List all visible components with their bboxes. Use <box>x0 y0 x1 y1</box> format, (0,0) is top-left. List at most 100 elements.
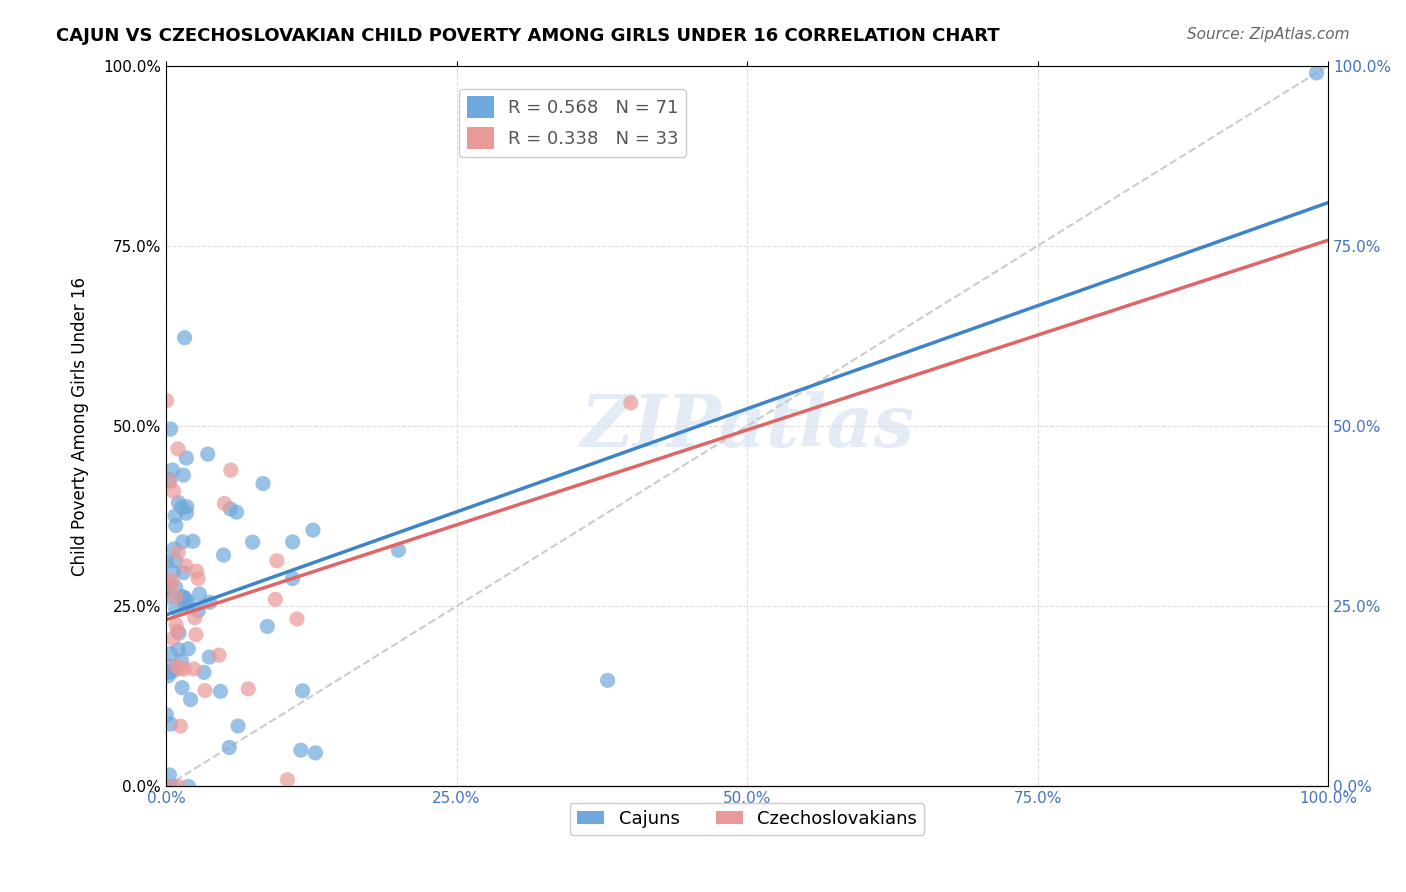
Cajuns <box>165 518 187 533</box>
Cajuns <box>193 665 215 680</box>
Czechoslovakians <box>162 632 184 646</box>
Cajuns <box>159 717 181 731</box>
Cajuns <box>162 664 184 678</box>
Czechoslovakians <box>157 780 180 794</box>
Czechoslovakians <box>169 662 191 676</box>
Cajuns <box>157 591 180 605</box>
Czechoslovakians <box>194 683 217 698</box>
Cajuns <box>198 650 221 665</box>
Cajuns <box>157 768 180 782</box>
Cajuns <box>172 534 194 549</box>
Cajuns <box>172 468 194 483</box>
Cajuns <box>188 587 211 601</box>
Cajuns <box>172 566 194 580</box>
Czechoslovakians <box>208 648 231 662</box>
Cajuns <box>387 543 409 558</box>
Cajuns <box>170 590 193 604</box>
Y-axis label: Child Poverty Among Girls Under 16: Child Poverty Among Girls Under 16 <box>72 277 89 575</box>
Cajuns <box>159 647 181 661</box>
Cajuns <box>291 683 314 698</box>
Cajuns <box>157 669 180 683</box>
Cajuns <box>176 451 198 466</box>
Text: CAJUN VS CZECHOSLOVAKIAN CHILD POVERTY AMONG GIRLS UNDER 16 CORRELATION CHART: CAJUN VS CZECHOSLOVAKIAN CHILD POVERTY A… <box>56 27 1000 45</box>
Czechoslovakians <box>186 564 208 578</box>
Cajuns <box>281 535 304 549</box>
Czechoslovakians <box>166 624 188 639</box>
Cajuns <box>209 684 232 698</box>
Cajuns <box>159 422 181 436</box>
Cajuns <box>177 597 200 611</box>
Cajuns <box>181 534 204 549</box>
Cajuns <box>242 535 264 549</box>
Czechoslovakians <box>285 612 308 626</box>
Czechoslovakians <box>159 475 181 489</box>
Cajuns <box>167 642 190 657</box>
Czechoslovakians <box>174 558 197 573</box>
Cajuns <box>165 508 187 523</box>
Cajuns <box>1305 66 1327 80</box>
Czechoslovakians <box>167 442 190 456</box>
Cajuns <box>163 541 186 556</box>
Cajuns <box>197 447 219 461</box>
Cajuns <box>176 593 198 607</box>
Cajuns <box>156 579 179 593</box>
Text: ZIPatlas: ZIPatlas <box>581 391 914 461</box>
Czechoslovakians <box>184 611 207 625</box>
Czechoslovakians <box>169 719 191 733</box>
Cajuns <box>173 591 195 605</box>
Cajuns <box>180 692 202 706</box>
Cajuns <box>596 673 619 688</box>
Cajuns <box>198 595 221 609</box>
Cajuns <box>256 619 278 633</box>
Cajuns <box>162 780 184 794</box>
Cajuns <box>174 599 197 613</box>
Czechoslovakians <box>165 659 187 673</box>
Cajuns <box>165 580 187 594</box>
Czechoslovakians <box>219 463 242 477</box>
Cajuns <box>304 746 326 760</box>
Czechoslovakians <box>167 545 190 559</box>
Czechoslovakians <box>155 393 177 408</box>
Czechoslovakians <box>173 662 195 676</box>
Czechoslovakians <box>183 662 205 676</box>
Cajuns <box>187 604 209 618</box>
Cajuns <box>302 523 325 537</box>
Cajuns <box>155 582 177 596</box>
Cajuns <box>170 500 193 515</box>
Cajuns <box>226 719 249 733</box>
Cajuns <box>218 740 240 755</box>
Cajuns <box>176 506 198 520</box>
Cajuns <box>165 602 187 616</box>
Cajuns <box>176 500 198 514</box>
Czechoslovakians <box>620 396 643 410</box>
Czechoslovakians <box>165 590 187 604</box>
Cajuns <box>252 476 274 491</box>
Cajuns <box>156 554 179 568</box>
Czechoslovakians <box>238 681 260 696</box>
Cajuns <box>159 659 181 673</box>
Cajuns <box>173 331 195 345</box>
Cajuns <box>162 463 184 477</box>
Czechoslovakians <box>160 574 183 588</box>
Czechoslovakians <box>163 484 186 499</box>
Cajuns <box>225 505 247 519</box>
Czechoslovakians <box>214 496 236 510</box>
Czechoslovakians <box>159 578 181 592</box>
Czechoslovakians <box>276 772 298 787</box>
Cajuns <box>172 681 194 695</box>
Cajuns <box>170 591 193 605</box>
Text: Source: ZipAtlas.com: Source: ZipAtlas.com <box>1187 27 1350 42</box>
Cajuns <box>177 780 200 794</box>
Cajuns <box>212 548 235 562</box>
Cajuns <box>162 565 184 579</box>
Cajuns <box>167 495 190 509</box>
Czechoslovakians <box>165 617 187 632</box>
Cajuns <box>157 665 180 680</box>
Cajuns <box>167 626 190 640</box>
Cajuns <box>165 554 187 568</box>
Cajuns <box>156 780 179 794</box>
Czechoslovakians <box>264 592 287 607</box>
Cajuns <box>157 473 180 487</box>
Czechoslovakians <box>266 554 288 568</box>
Czechoslovakians <box>184 627 207 641</box>
